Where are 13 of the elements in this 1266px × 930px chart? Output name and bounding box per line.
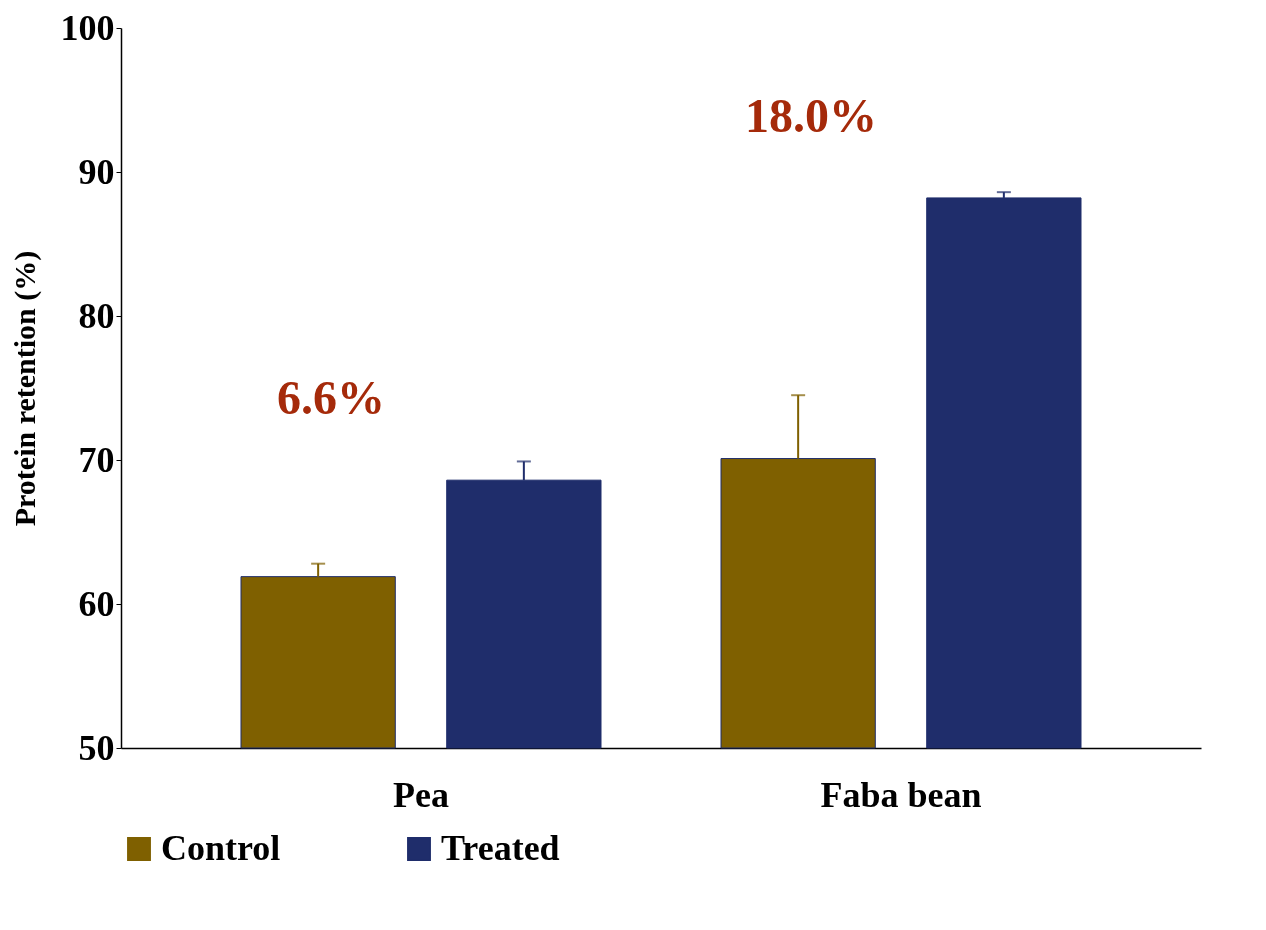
annotation: 6.6% (277, 371, 385, 425)
legend-label: Treated (441, 828, 560, 868)
y-tick-label: 60 (78, 583, 115, 624)
annotation: 18.0% (745, 88, 877, 142)
y-tick-label: 50 (78, 727, 115, 768)
x-tick-label: Faba bean (820, 774, 982, 815)
y-axis-title: Protein retention (%) (7, 250, 42, 527)
y-tick-label: 80 (78, 295, 115, 336)
y-tick-label: 90 (78, 151, 115, 192)
legend-label: Control (161, 828, 281, 868)
y-tick-label: 70 (78, 439, 115, 480)
y-tick-label: 100 (60, 7, 115, 48)
x-tick-label: Pea (393, 774, 449, 815)
